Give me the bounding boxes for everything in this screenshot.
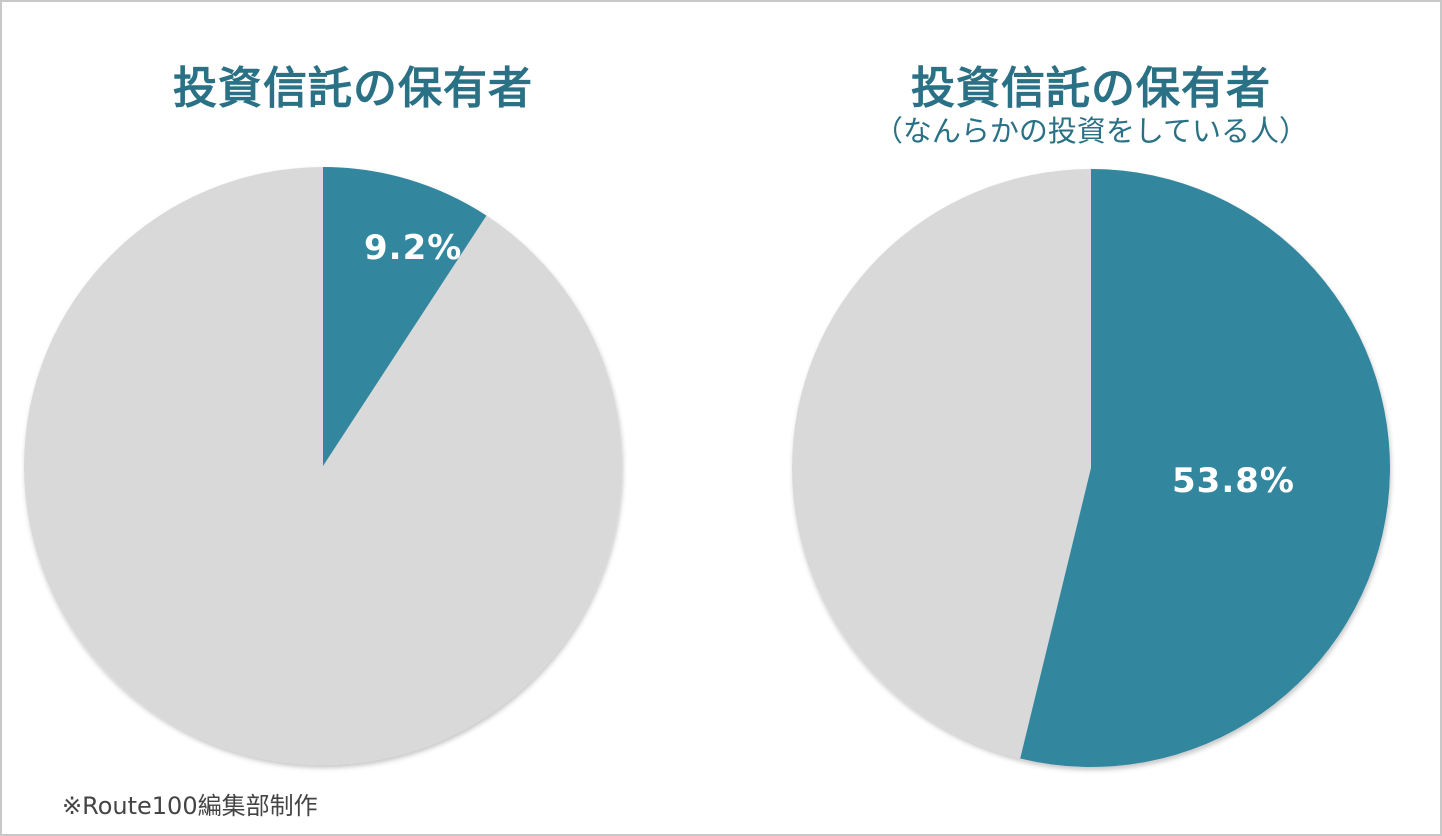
right-chart-subtitle: （なんらかの投資をしている人） bbox=[873, 114, 1309, 148]
right-chart-title: 投資信託の保有者 bbox=[911, 63, 1271, 114]
right-pie-holder-slice bbox=[1020, 169, 1390, 767]
left-chart-title: 投資信託の保有者 bbox=[173, 63, 533, 114]
right-pie-percentage-label: 53.8% bbox=[1172, 461, 1295, 501]
left-pie bbox=[24, 167, 622, 765]
right-pie bbox=[792, 169, 1390, 767]
left-pie-percentage-label: 9.2% bbox=[364, 228, 463, 268]
left-pie-holder-slice bbox=[323, 167, 487, 466]
credit-note: ※Route100編集部制作 bbox=[62, 792, 318, 820]
